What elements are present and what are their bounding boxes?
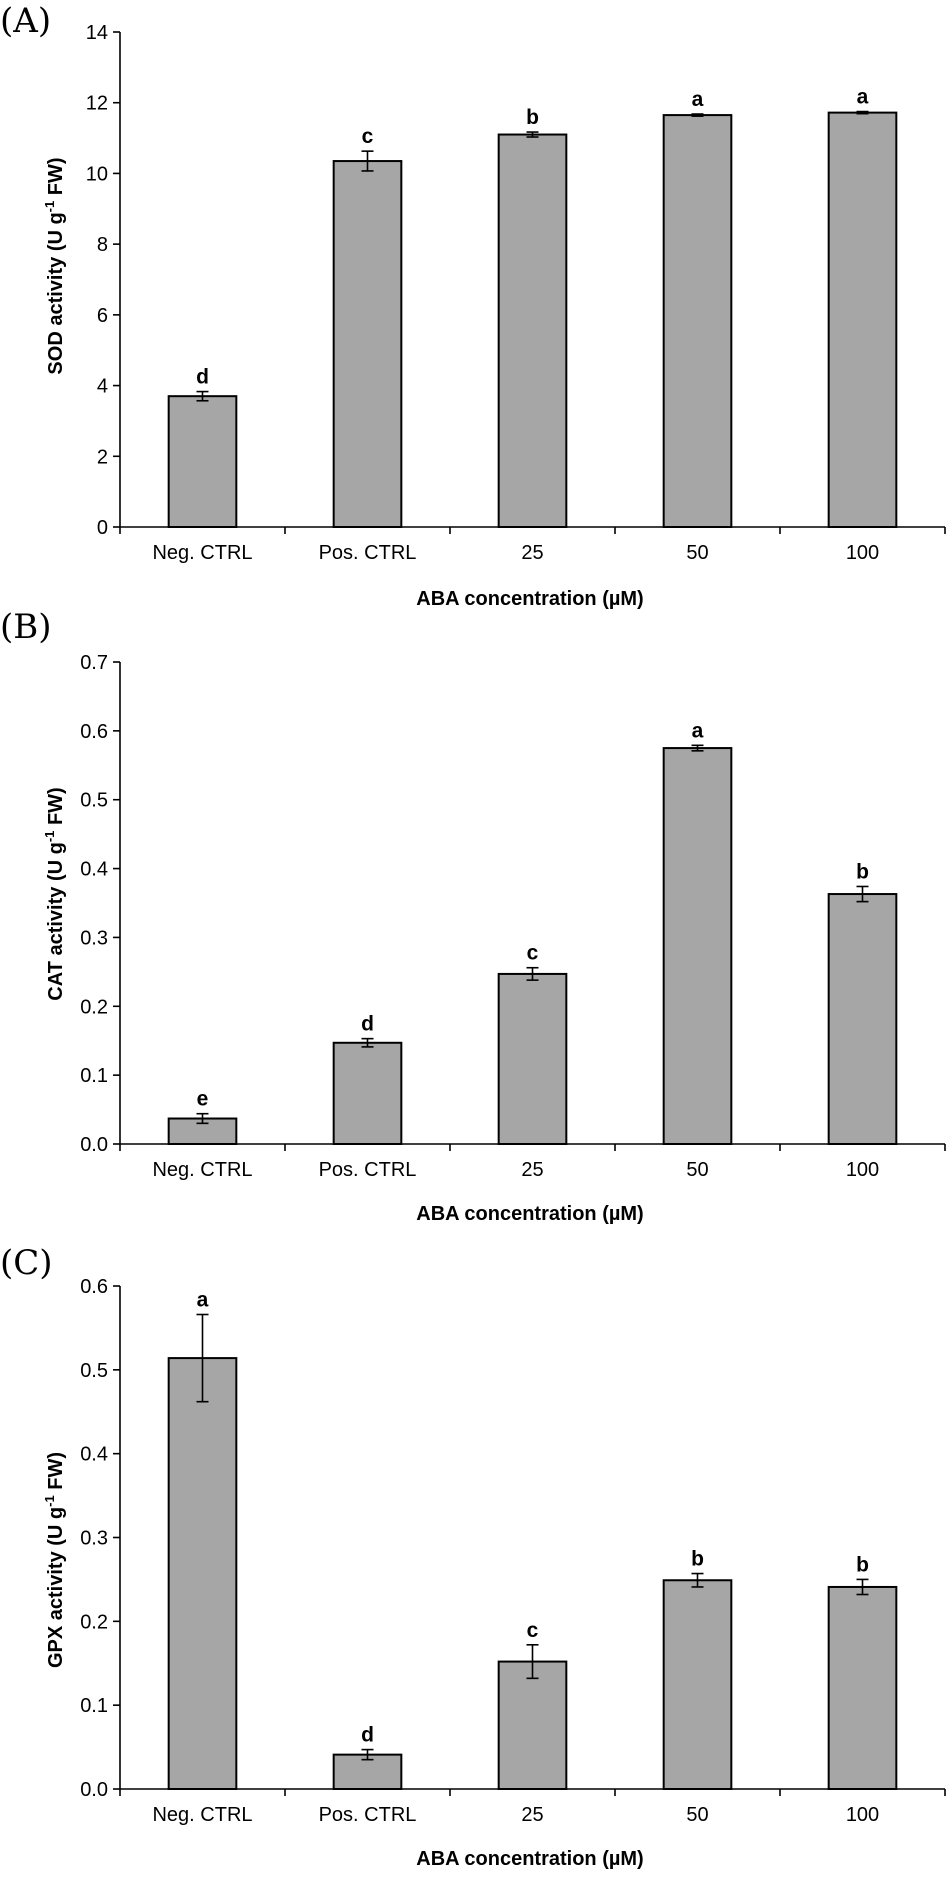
significance-letter: e [197,1088,209,1111]
x-tick-label: 25 [521,1159,543,1181]
x-tick-label: 100 [846,1804,879,1826]
y-tick-label: 12 [86,93,108,115]
y-tick-label: 14 [86,22,108,44]
y-tick-label: 6 [97,305,108,327]
x-tick-label: 25 [521,542,543,564]
panel-label: (C) [0,1243,53,1283]
plot-area: 0.0 0.1 0.2 0.3 0.4 0.5 0.6 0.7 e Neg. CTRL d Pos. … [80,652,946,1181]
y-tick-label: 0.2 [80,996,108,1018]
y-tick-label: 0.0 [80,1134,108,1156]
x-tick-label: Neg. CTRL [152,542,252,564]
y-tick-label: 0.6 [80,721,108,743]
y-tick-label: 0.2 [80,1611,108,1633]
y-tick-label: 0 [97,517,108,539]
bar [167,1357,238,1790]
x-tick-label: 50 [686,542,708,564]
panel-label: (A) [0,1,51,41]
y-tick-label: 0.1 [80,1695,108,1717]
x-tick-label: Neg. CTRL [152,1804,252,1826]
bar [827,111,898,528]
significance-letter: c [362,125,374,148]
plot-area: 0 2 4 6 8 10 12 14 d Neg. CTRL c Pos. CTRL b 25 a 50 a 10… [86,22,946,564]
y-axis-title: SOD activity (U g-1 FW) [42,157,67,374]
y-tick-label: 0.5 [80,1360,108,1382]
significance-letter: d [361,1013,374,1036]
x-tick-label: 50 [686,1804,708,1826]
bar [497,972,568,1145]
bar [662,114,733,528]
significance-letter: c [527,942,539,965]
y-tick-label: 0.1 [80,1065,108,1087]
y-axis-title: CAT activity (U g-1 FW) [42,787,67,1000]
y-tick-label: 10 [86,163,108,185]
x-tick-label: Pos. CTRL [319,542,417,564]
panel-b: (B) 0.0 0.1 0.2 0.3 0.4 0.5 0.6 0.7 e Neg. CTRL d P… [0,607,946,1225]
significance-letter: b [526,106,539,129]
significance-letter: a [857,86,869,109]
significance-letter: d [196,366,209,389]
x-tick-label: Neg. CTRL [152,1159,252,1181]
significance-letter: b [691,1548,704,1571]
significance-letter: a [197,1289,209,1312]
y-tick-label: 0.3 [80,927,108,949]
y-tick-label: 4 [97,376,108,398]
x-tick-label: 25 [521,1804,543,1826]
x-axis-title: ABA concentration (µM) [416,1848,643,1870]
x-tick-label: 50 [686,1159,708,1181]
plot-area: 0.0 0.1 0.2 0.3 0.4 0.5 0.6 a Neg. CTRL d Pos. CTR… [80,1276,946,1826]
y-tick-label: 0.0 [80,1779,108,1801]
bar [497,1660,568,1791]
y-axis-title: GPX activity (U g-1 FW) [42,1452,67,1668]
panel-c: (C) 0.0 0.1 0.2 0.3 0.4 0.5 0.6 a Neg. CTRL d Pos.… [0,1243,946,1870]
x-axis-title: ABA concentration (µM) [416,588,643,610]
y-tick-label: 0.4 [80,859,108,881]
significance-letter: a [692,88,704,111]
x-tick-label: Pos. CTRL [319,1804,417,1826]
x-tick-label: Pos. CTRL [319,1159,417,1181]
significance-letter: d [361,1724,374,1747]
significance-letter: c [527,1619,539,1642]
bar [167,395,238,528]
bar [497,133,568,529]
y-tick-label: 0.5 [80,790,108,812]
x-tick-label: 100 [846,1159,879,1181]
y-tick-label: 0.6 [80,1276,108,1298]
bar [662,747,733,1145]
significance-letter: a [692,719,704,742]
y-tick-label: 0.7 [80,652,108,674]
y-tick-label: 8 [97,234,108,256]
x-axis-title: ABA concentration (µM) [416,1203,643,1225]
bar [827,893,898,1146]
bar [332,1041,403,1146]
significance-letter: b [856,860,869,883]
bar [332,160,403,529]
panel-label: (B) [0,607,52,647]
y-tick-label: 2 [97,446,108,468]
x-tick-label: 100 [846,542,879,564]
significance-letter: b [856,1553,869,1576]
bar [827,1585,898,1790]
y-tick-label: 0.4 [80,1444,108,1466]
panel-a: (A) 0 2 4 6 8 10 12 14 d Neg. CTRL c Pos. CTRL b 25 a 5… [0,1,946,610]
bar [662,1579,733,1790]
y-tick-label: 0.3 [80,1528,108,1550]
